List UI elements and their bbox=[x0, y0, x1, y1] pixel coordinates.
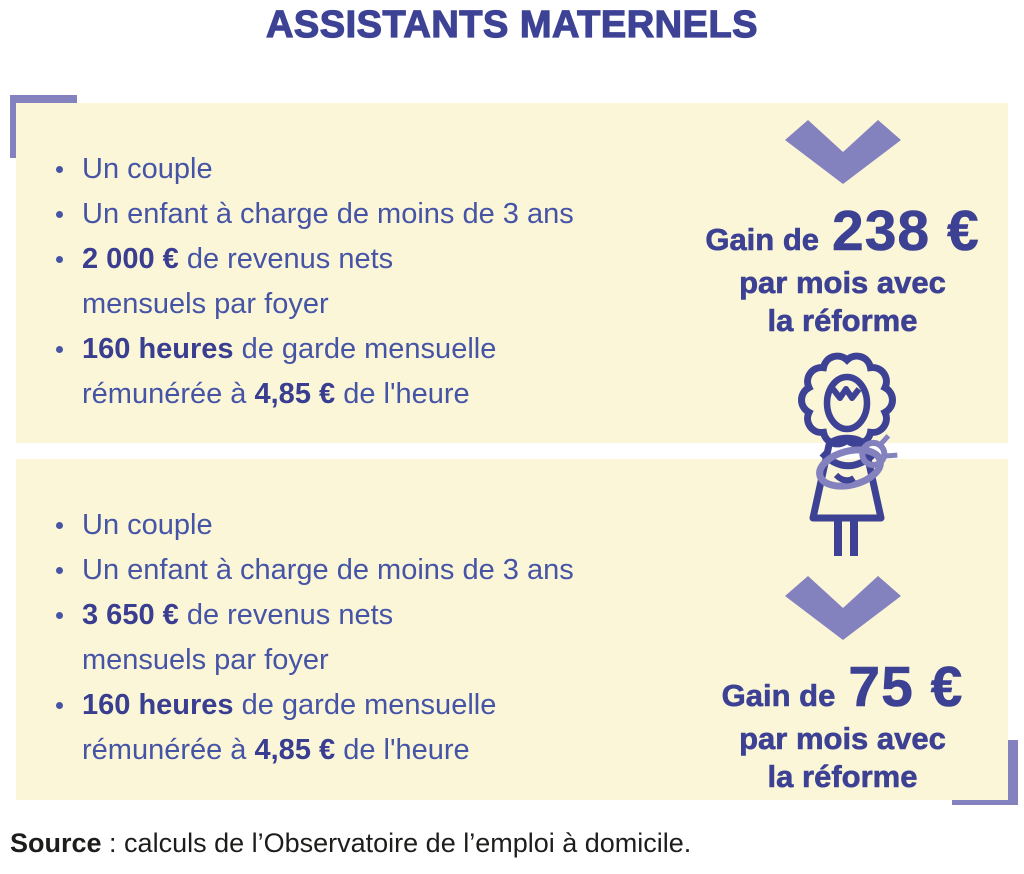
source-label: Source bbox=[10, 828, 102, 858]
gain-amount: 238 € bbox=[832, 199, 980, 264]
bullet-item: Un couple bbox=[56, 503, 696, 548]
bullet-text: Un enfant à charge de moins de 3 ans bbox=[82, 554, 574, 586]
bullet-text: 160 heures de garde mensuelle rémunérée à… bbox=[82, 333, 497, 410]
gain-line2: par mois avec bbox=[739, 721, 946, 757]
gain-line3: la réforme bbox=[767, 303, 918, 339]
bullet-item: 3 650 € de revenus nets mensuels par foye… bbox=[56, 593, 696, 683]
bullet-dot-icon bbox=[56, 683, 82, 773]
bullet-dot-icon bbox=[56, 192, 82, 237]
bullet-item: 160 heures de garde mensuelle rémunérée à… bbox=[56, 683, 696, 773]
bullet-text: 3 650 € de revenus nets mensuels par foye… bbox=[82, 599, 394, 676]
page-title: ASSISTANTS MATERNELS bbox=[265, 3, 759, 46]
gain-amount-row: Gain de 238 € bbox=[675, 198, 1010, 264]
source-line: Source : calculs de l’Observatoire de l’… bbox=[10, 828, 691, 859]
gain-callout-1: Gain de 238 € par mois avec la réforme bbox=[675, 120, 1010, 340]
bullet-text: 160 heures de garde mensuelle rémunérée à… bbox=[82, 689, 497, 766]
bullet-item: Un couple bbox=[56, 147, 696, 192]
bullet-dot-icon bbox=[56, 593, 82, 683]
bullet-dot-icon bbox=[56, 503, 82, 548]
bullet-item: 2 000 € de revenus nets mensuels par foye… bbox=[56, 237, 696, 327]
bullet-text: Un couple bbox=[82, 509, 213, 541]
gain-prefix: Gain de bbox=[705, 222, 820, 258]
gain-amount-row: Gain de 75 € bbox=[675, 654, 1010, 720]
bullet-item: 160 heures de garde mensuelle rémunérée à… bbox=[56, 327, 696, 417]
bullet-list-1: Un couple Un enfant à charge de moins de … bbox=[56, 147, 696, 417]
chevron-down-icon bbox=[784, 120, 901, 184]
gain-line3: la réforme bbox=[767, 759, 918, 795]
source-text: : calculs de l’Observatoire de l’emploi … bbox=[101, 828, 692, 858]
bullet-dot-icon bbox=[56, 147, 82, 192]
gain-line2: par mois avec bbox=[739, 265, 946, 301]
bullet-item: Un enfant à charge de moins de 3 ans bbox=[56, 548, 696, 593]
gain-callout-2: Gain de 75 € par mois avec la réforme bbox=[675, 576, 1010, 796]
bullet-dot-icon bbox=[56, 237, 82, 327]
gain-amount: 75 € bbox=[848, 655, 964, 720]
bullet-item: Un enfant à charge de moins de 3 ans bbox=[56, 192, 696, 237]
bullet-text: Un couple bbox=[82, 153, 213, 185]
bullet-list-2: Un couple Un enfant à charge de moins de … bbox=[56, 503, 696, 773]
bullet-text: 2 000 € de revenus nets mensuels par foye… bbox=[82, 243, 394, 320]
gain-prefix: Gain de bbox=[721, 678, 836, 714]
bullet-dot-icon bbox=[56, 327, 82, 417]
bullet-text: Un enfant à charge de moins de 3 ans bbox=[82, 198, 574, 230]
bullet-dot-icon bbox=[56, 548, 82, 593]
caregiver-holding-baby-icon bbox=[786, 348, 910, 560]
chevron-down-icon bbox=[784, 576, 901, 640]
